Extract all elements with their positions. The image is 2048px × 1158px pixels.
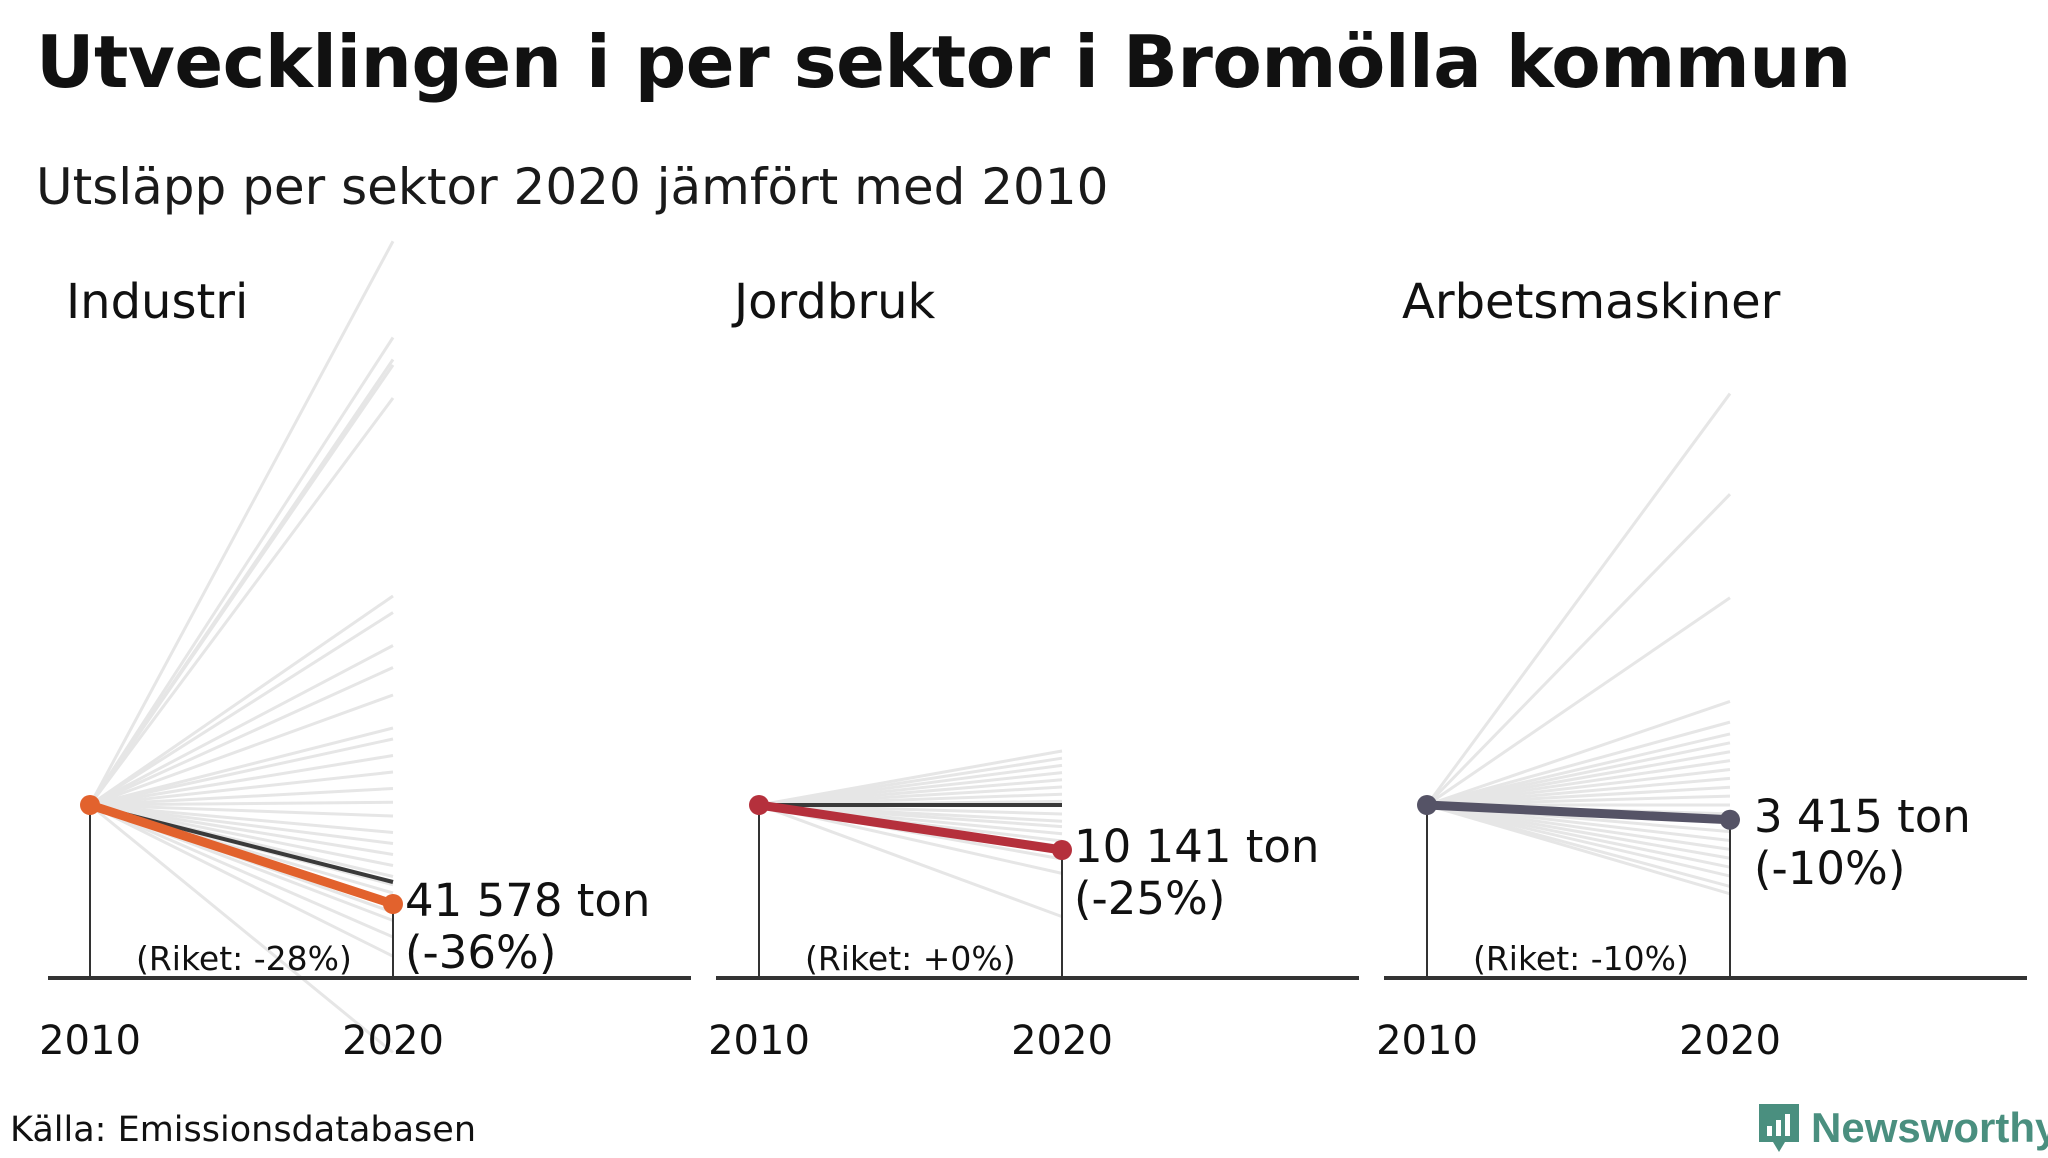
other-municipality-line [1425, 493, 1732, 807]
other-municipality-line [89, 754, 394, 807]
other-municipality-line [89, 644, 394, 807]
other-municipality-line [1426, 732, 1731, 807]
municipality-line [754, 800, 1067, 855]
other-municipality-line [88, 397, 395, 806]
panel-2: Jordbruk 10 141 ton(-25%) (Riket: +0%) 2010… [708, 274, 1359, 1064]
other-municipality-line [89, 803, 394, 818]
x-tick-label: 2020 [1011, 1018, 1113, 1064]
other-municipality-line [89, 803, 394, 867]
change-label: (-25%) [1074, 872, 1225, 925]
other-municipality-line [89, 803, 394, 1054]
x-tick-label: 2010 [39, 1018, 141, 1064]
other-municipality-line [89, 803, 394, 845]
other-municipality-line [89, 737, 394, 807]
other-municipality-line [758, 749, 1063, 807]
other-municipality-line [89, 594, 394, 807]
point-2020 [383, 894, 403, 914]
x-tick-label: 2010 [1376, 1018, 1478, 1064]
value-label: 3 415 ton [1754, 790, 1971, 843]
national-change-label: (Riket: -10%) [1473, 939, 1689, 978]
other-municipality-line [88, 336, 395, 806]
value-label: 41 578 ton [405, 874, 650, 927]
value-label: 10 141 ton [1074, 820, 1319, 873]
point-2020 [1720, 809, 1740, 830]
change-label: (-36%) [405, 926, 556, 979]
other-municipality-line [89, 666, 394, 807]
panel-title: Jordbruk [731, 274, 936, 330]
point-2010 [80, 795, 100, 815]
other-municipality-line [89, 803, 394, 834]
brand-name: Newsworthy [1811, 1104, 2048, 1151]
other-municipality-line [1426, 699, 1731, 807]
municipality-line [1422, 800, 1735, 825]
x-tick-label: 2010 [708, 1018, 810, 1064]
panel-3: Arbetsmaskiner 3 415 ton(-10%) (Riket: -10… [1376, 274, 2027, 1064]
national-change-label: (Riket: -28%) [136, 939, 352, 978]
panel-title: Arbetsmaskiner [1402, 274, 1781, 330]
other-municipality-line [1426, 720, 1731, 807]
x-tick-label: 2020 [1679, 1018, 1781, 1064]
other-municipality-line [1426, 803, 1731, 888]
point-2010 [1417, 795, 1437, 815]
other-municipality-line [1425, 392, 1732, 806]
other-municipality-line [88, 358, 395, 806]
point-2020 [1052, 840, 1072, 860]
other-municipality-line [758, 803, 1063, 919]
other-municipality-line [89, 787, 394, 807]
other-municipality-line [89, 770, 394, 807]
panel-1: Industri 41 578 ton(-36%) (Riket: -28%) 201… [39, 240, 691, 1064]
source-note: Källa: Emissionsdatabasen [10, 1110, 477, 1150]
other-municipality-line [89, 611, 394, 807]
panel-title: Industri [66, 274, 248, 330]
other-municipality-line [89, 803, 394, 939]
national-change-label: (Riket: +0%) [805, 939, 1016, 978]
point-2010 [749, 795, 769, 815]
other-municipality-line [89, 800, 394, 807]
brand-logo: Newsworthy [1755, 1098, 2048, 1158]
other-municipality-line [89, 726, 394, 807]
municipality-line [85, 800, 398, 909]
chart-subtitle: Utsläpp per sektor 2020 jämfört med 2010 [36, 158, 1109, 216]
change-label: (-10%) [1754, 842, 1905, 895]
other-municipality-line [89, 803, 394, 856]
x-tick-label: 2020 [342, 1018, 444, 1064]
newsworthy-logo-icon [1759, 1104, 1799, 1152]
other-municipality-line [88, 240, 395, 806]
other-municipality-line [89, 803, 394, 958]
other-municipality-line [1426, 596, 1731, 807]
chart-title: Utvecklingen i per sektor i Bromölla kom… [36, 20, 1851, 104]
other-municipality-line [89, 693, 394, 807]
